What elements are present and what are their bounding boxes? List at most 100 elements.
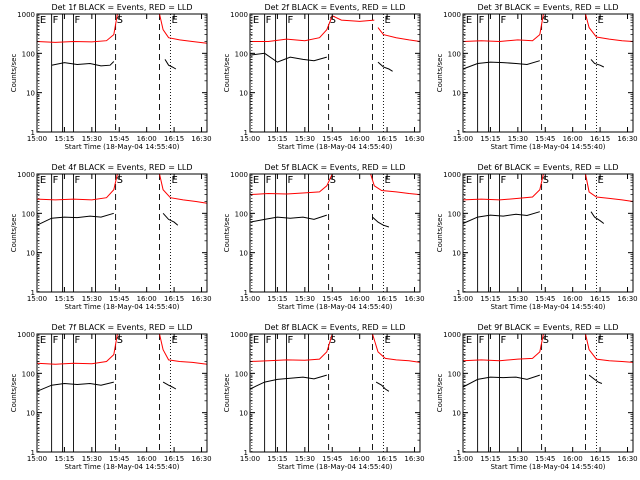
x-tick-label: 15:15 — [54, 455, 74, 463]
x-tick-label: 15:00 — [27, 455, 47, 463]
x-tick-label: 15:00 — [453, 135, 473, 143]
x-axis-label: Start Time (18-May-04 14:55:40) — [64, 143, 179, 151]
chart-title: Det 6f BLACK = Events, RED = LLD — [477, 163, 618, 172]
y-tick-label: 1000 — [443, 331, 461, 339]
y-tick-label: 1 — [244, 289, 248, 297]
marker-label-s: S — [117, 335, 123, 346]
y-tick-label: 100 — [22, 210, 35, 218]
x-axis-label: Start Time (18-May-04 14:55:40) — [64, 463, 179, 471]
x-tick-label: 15:45 — [322, 135, 342, 143]
events-series-line — [51, 61, 115, 67]
y-tick-label: 100 — [235, 370, 248, 378]
marker-label-f: F — [75, 15, 81, 26]
marker-label-e: E — [384, 15, 390, 26]
events-series-line — [162, 381, 177, 390]
marker-label-e: E — [466, 175, 472, 186]
chart-title: Det 4f BLACK = Events, RED = LLD — [51, 163, 192, 172]
x-axis-label: Start Time (18-May-04 14:55:40) — [490, 303, 605, 311]
plot-frame — [36, 173, 208, 293]
lld-series-line — [377, 27, 421, 42]
y-tick-label: 100 — [448, 210, 461, 218]
x-tick-label: 15:30 — [508, 135, 528, 143]
marker-label-e: E — [40, 335, 46, 346]
y-tick-label: 100 — [22, 50, 35, 58]
events-series-line — [462, 374, 540, 388]
marker-label-f: F — [288, 15, 294, 26]
marker-label-s: S — [330, 15, 336, 26]
y-tick-label: 10 — [452, 90, 461, 98]
y-tick-label: 1000 — [443, 11, 461, 19]
marker-label-e: E — [466, 15, 472, 26]
lld-series-line — [585, 333, 634, 363]
marker-label-s: S — [543, 15, 549, 26]
marker-label-e: E — [466, 335, 472, 346]
x-tick-label: 15:30 — [295, 295, 315, 303]
y-tick-label: 10 — [239, 410, 248, 418]
marker-label-e: E — [40, 15, 46, 26]
marker-label-f: F — [266, 175, 272, 186]
chart-title: Det 5f BLACK = Events, RED = LLD — [264, 163, 405, 172]
x-tick-label: 16:15 — [164, 295, 184, 303]
x-tick-label: 16:30 — [191, 295, 211, 303]
events-series-line — [462, 60, 540, 70]
marker-label-s: S — [117, 15, 123, 26]
y-tick-label: 1 — [31, 289, 35, 297]
x-axis-label: Start Time (18-May-04 14:55:40) — [64, 303, 179, 311]
x-tick-label: 16:00 — [137, 135, 157, 143]
x-tick-label: 15:15 — [480, 295, 500, 303]
marker-label-f: F — [53, 335, 59, 346]
x-tick-label: 16:30 — [191, 455, 211, 463]
lld-series-line — [36, 173, 118, 201]
x-axis-label: Start Time (18-May-04 14:55:40) — [277, 143, 392, 151]
y-tick-label: 1000 — [230, 11, 248, 19]
x-tick-label: 15:45 — [109, 295, 129, 303]
y-axis-label: Counts/sec — [436, 374, 444, 413]
events-series-line — [164, 59, 177, 70]
events-series-line — [372, 216, 390, 228]
chart-title: Det 9f BLACK = Events, RED = LLD — [477, 323, 618, 332]
plot-frame — [249, 13, 421, 133]
x-tick-label: 16:00 — [350, 135, 370, 143]
x-tick-label: 15:15 — [267, 135, 287, 143]
marker-label-s: S — [543, 175, 549, 186]
marker-label-f: F — [501, 175, 507, 186]
marker-label-s: S — [330, 335, 336, 346]
x-tick-label: 15:45 — [109, 135, 129, 143]
x-tick-label: 15:15 — [54, 135, 74, 143]
y-tick-label: 10 — [26, 410, 35, 418]
marker-label-e: E — [253, 175, 259, 186]
plot-frame — [249, 333, 421, 453]
marker-label-f: F — [479, 175, 485, 186]
events-series-line — [375, 381, 390, 392]
x-tick-label: 15:00 — [240, 135, 260, 143]
x-tick-label: 15:00 — [453, 295, 473, 303]
x-tick-label: 15:30 — [295, 135, 315, 143]
x-tick-label: 15:15 — [54, 295, 74, 303]
plot-frame — [462, 13, 634, 133]
events-series-line — [36, 212, 114, 226]
x-tick-label: 15:45 — [535, 295, 555, 303]
y-tick-label: 1000 — [17, 171, 35, 179]
marker-label-s: S — [543, 335, 549, 346]
events-series-line — [588, 374, 603, 384]
events-series-line — [462, 211, 540, 224]
x-tick-label: 16:30 — [191, 135, 211, 143]
marker-label-s: S — [330, 175, 336, 186]
x-tick-label: 16:30 — [617, 135, 637, 143]
x-tick-label: 16:15 — [377, 135, 397, 143]
marker-label-f: F — [288, 175, 294, 186]
x-tick-label: 15:00 — [240, 295, 260, 303]
x-tick-label: 15:30 — [82, 135, 102, 143]
marker-label-e: E — [171, 15, 177, 26]
lld-series-line — [462, 13, 544, 43]
y-tick-label: 1 — [31, 449, 35, 457]
y-axis-label: Counts/sec — [436, 54, 444, 93]
y-tick-label: 1 — [457, 289, 461, 297]
y-tick-label: 10 — [239, 90, 248, 98]
